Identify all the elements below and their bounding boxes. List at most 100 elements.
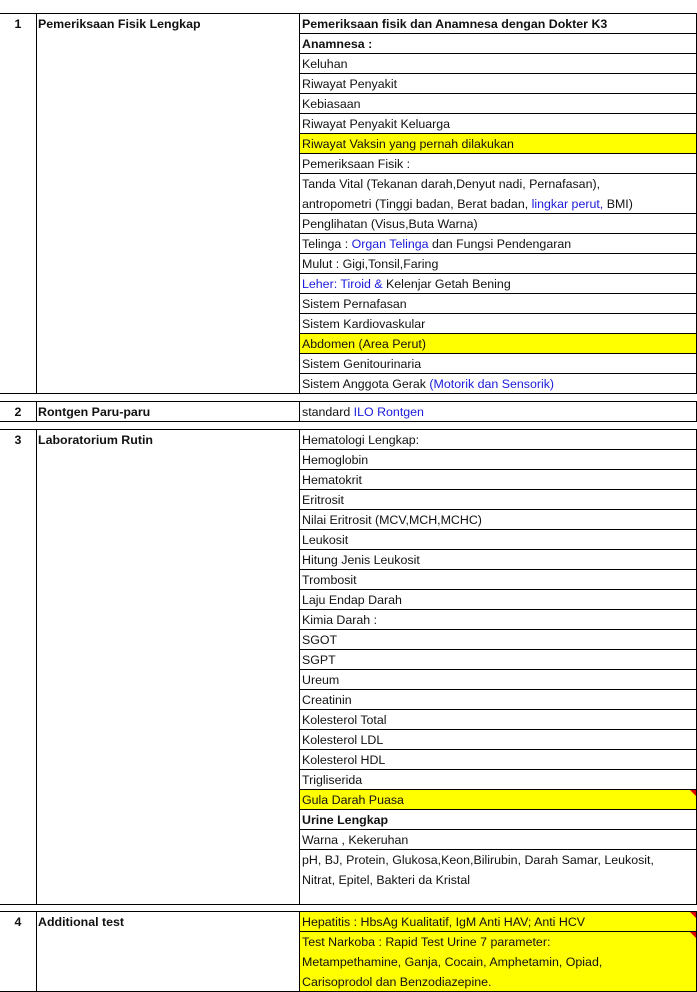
- detail-cell[interactable]: Leukosit: [299, 530, 696, 550]
- detail-cell[interactable]: SGOT: [299, 630, 696, 650]
- detail-cell[interactable]: SGPT: [299, 650, 696, 670]
- comment-indicator-icon[interactable]: [690, 912, 696, 918]
- highlighted-text: Leher: Tiroid &: [302, 277, 387, 291]
- cell-text: Telinga :: [302, 237, 352, 251]
- detail-cell[interactable]: Riwayat Vaksin yang pernah dilakukan: [299, 134, 696, 154]
- detail-cell[interactable]: Abdomen (Area Perut): [299, 334, 696, 354]
- detail-cell[interactable]: Leher: Tiroid & Kelenjar Getah Bening: [299, 274, 696, 294]
- detail-cell[interactable]: Pemeriksaan fisik dan Anamnesa dengan Do…: [299, 14, 696, 34]
- detail-cell[interactable]: Warna , Kekeruhan: [299, 830, 696, 850]
- detail-cell[interactable]: Telinga : Organ Telinga dan Fungsi Pende…: [299, 234, 696, 254]
- detail-cell[interactable]: Riwayat Penyakit: [299, 74, 696, 94]
- cell-text: Hepatitis : HbsAg Kualitatif, IgM Anti H…: [302, 915, 586, 929]
- detail-cell[interactable]: Riwayat Penyakit Keluarga: [299, 114, 696, 134]
- detail-cell[interactable]: Penglihatan (Visus,Buta Warna): [299, 214, 696, 234]
- section-name: Laboratorium Rutin: [38, 433, 153, 447]
- detail-cell[interactable]: Creatinin: [299, 690, 696, 710]
- column-divider: [36, 430, 37, 905]
- cell-text: Riwayat Vaksin yang pernah dilakukan: [302, 137, 514, 151]
- detail-cell[interactable]: Kolesterol Total: [299, 710, 696, 730]
- cell-text: Gula Darah Puasa: [302, 793, 404, 807]
- column-divider: [299, 402, 300, 422]
- cell-text: SGOT: [302, 633, 338, 647]
- detail-cell[interactable]: Mulut : Gigi,Tonsil,Faring: [299, 254, 696, 274]
- highlighted-text: (Motorik dan Sensorik): [429, 377, 555, 391]
- detail-cell[interactable]: Urine Lengkap: [299, 810, 696, 830]
- cell-text: BMI): [603, 197, 633, 211]
- cell-text: dan Fungsi Pendengaran: [428, 237, 572, 251]
- section-name: Additional test: [38, 915, 125, 929]
- detail-cell[interactable]: Hematokrit: [299, 470, 696, 490]
- cell-text: Penglihatan (Visus,Buta Warna): [302, 217, 478, 231]
- comment-indicator-icon[interactable]: [690, 932, 696, 938]
- cell-text: Sistem Pernafasan: [302, 297, 407, 311]
- detail-cell[interactable]: Anamnesa :: [299, 34, 696, 54]
- cell-text: Sistem Anggota Gerak: [302, 377, 430, 391]
- section-top-border: [0, 13, 697, 14]
- cell-text: Riwayat Penyakit Keluarga: [302, 117, 451, 131]
- cell-text: Carisoprodol dan Benzodiazepine.: [302, 975, 492, 989]
- cell-text: Kelenjar Getah Bening: [386, 277, 511, 291]
- detail-cell[interactable]: Ureum: [299, 670, 696, 690]
- detail-cell[interactable]: Trombosit: [299, 570, 696, 590]
- cell-text: Sistem Kardiovaskular: [302, 317, 426, 331]
- detail-cell[interactable]: Sistem Anggota Gerak (Motorik dan Sensor…: [299, 374, 696, 394]
- column-divider: [299, 14, 300, 394]
- section-number: 3: [14, 433, 22, 447]
- detail-cell[interactable]: Sistem Pernafasan: [299, 294, 696, 314]
- cell-text: Hematologi Lengkap:: [302, 433, 420, 447]
- cell-text: Trombosit: [302, 573, 357, 587]
- detail-cell[interactable]: Sistem Genitourinaria: [299, 354, 696, 374]
- cell-text: Laju Endap Darah: [302, 593, 402, 607]
- cell-text: Nitrat, Epitel, Bakteri da Kristal: [302, 873, 471, 887]
- detail-cell[interactable]: Gula Darah Puasa: [299, 790, 696, 810]
- cell-text: Kebiasaan: [302, 97, 361, 111]
- detail-cell[interactable]: Tanda Vital (Tekanan darah,Denyut nadi, …: [299, 174, 696, 214]
- detail-cell[interactable]: Kolesterol HDL: [299, 750, 696, 770]
- cell-text: Ureum: [302, 673, 340, 687]
- detail-cell[interactable]: Sistem Kardiovaskular: [299, 314, 696, 334]
- cell-text: Eritrosit: [302, 493, 344, 507]
- detail-cell[interactable]: Hitung Jenis Leukosit: [299, 550, 696, 570]
- column-divider: [299, 430, 300, 905]
- section-top-border: [0, 911, 697, 912]
- detail-cell[interactable]: pH, BJ, Protein, Glukosa,Keon,Bilirubin,…: [299, 850, 696, 904]
- cell-text: Hitung Jenis Leukosit: [302, 553, 420, 567]
- cell-text: Pemeriksaan Fisik :: [302, 157, 411, 171]
- cell-text: Kolesterol HDL: [302, 753, 386, 767]
- cell-text: Hemoglobin: [302, 453, 369, 467]
- section-number: 1: [14, 17, 22, 31]
- cell-text: Warna , Kekeruhan: [302, 833, 409, 847]
- detail-cell[interactable]: Hepatitis : HbsAg Kualitatif, IgM Anti H…: [299, 912, 696, 932]
- cell-text: Sistem Genitourinaria: [302, 357, 422, 371]
- comment-indicator-icon[interactable]: [690, 790, 696, 796]
- detail-cell[interactable]: Kebiasaan: [299, 94, 696, 114]
- detail-cell[interactable]: Test Narkoba : Rapid Test Urine 7 parame…: [299, 932, 696, 992]
- detail-cell[interactable]: Pemeriksaan Fisik :: [299, 154, 696, 174]
- column-divider: [299, 912, 300, 992]
- cell-text: Pemeriksaan fisik dan Anamnesa dengan Do…: [302, 17, 608, 31]
- detail-cell[interactable]: Eritrosit: [299, 490, 696, 510]
- cell-text: Leukosit: [302, 533, 349, 547]
- cell-text: Kolesterol Total: [302, 713, 387, 727]
- cell-text: Kimia Darah :: [302, 613, 378, 627]
- cell-text: Kolesterol LDL: [302, 733, 384, 747]
- cell-text: standard: [302, 405, 354, 419]
- cell-text: Anamnesa :: [302, 37, 373, 51]
- detail-cell[interactable]: Trigliserida: [299, 770, 696, 790]
- detail-cell[interactable]: Nilai Eritrosit (MCV,MCH,MCHC): [299, 510, 696, 530]
- detail-cell[interactable]: Kolesterol LDL: [299, 730, 696, 750]
- detail-cell[interactable]: Kimia Darah :: [299, 610, 696, 630]
- detail-cell[interactable]: Hemoglobin: [299, 450, 696, 470]
- section-name: Pemeriksaan Fisik Lengkap: [38, 17, 201, 31]
- detail-cell[interactable]: Laju Endap Darah: [299, 590, 696, 610]
- detail-cell[interactable]: Hematologi Lengkap:: [299, 430, 696, 450]
- cell-text: Abdomen (Area Perut): [302, 337, 426, 351]
- section-number: 2: [14, 405, 22, 419]
- detail-cell[interactable]: Keluhan: [299, 54, 696, 74]
- cell-text: Riwayat Penyakit: [302, 77, 398, 91]
- cell-text: SGPT: [302, 653, 336, 667]
- cell-text: Creatinin: [302, 693, 352, 707]
- cell-text: antropometri (Tinggi badan, Berat badan,: [302, 197, 532, 211]
- detail-cell[interactable]: standard ILO Rontgen: [299, 402, 696, 422]
